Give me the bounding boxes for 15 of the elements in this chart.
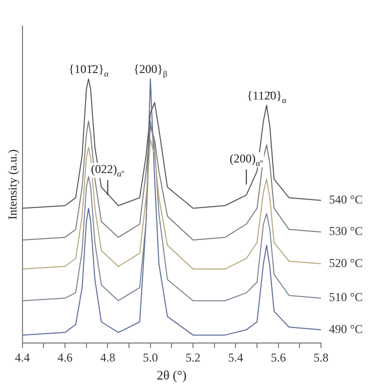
x-tick-label: 5.0	[142, 350, 158, 364]
series-label: 540 °C	[329, 192, 363, 207]
x-tick-label: 4.4	[14, 350, 30, 364]
series-label: 510 °C	[329, 290, 363, 304]
y-axis-title: Intensity (a.u.)	[5, 149, 20, 220]
x-tick-label: 4.8	[100, 350, 116, 364]
x-tick-label: 4.6	[58, 350, 73, 364]
x-tick-label: 5.8	[314, 350, 328, 364]
x-tick-label: 5.4	[228, 350, 244, 364]
series-label: 520 °C	[329, 256, 363, 270]
x-tick-label: 5.2	[186, 350, 201, 364]
series-label: 490 °C	[329, 322, 363, 336]
x-axis-title: 2θ (°)	[156, 368, 187, 383]
x-tick-label: 5.6	[270, 350, 286, 364]
series-label: 530 °C	[329, 224, 363, 238]
